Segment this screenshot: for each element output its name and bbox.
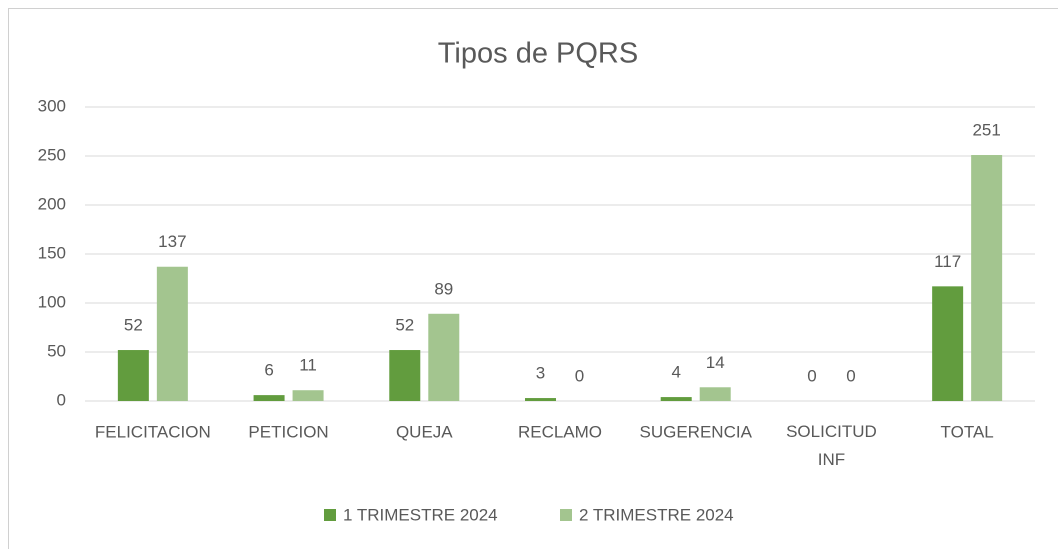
data-label: 251	[972, 121, 1000, 140]
data-label: 0	[807, 366, 816, 385]
bar	[292, 390, 324, 401]
data-label: 4	[671, 363, 680, 382]
x-tick-label: TOTAL	[941, 422, 994, 441]
y-tick-label: 200	[38, 194, 66, 213]
x-tick-label: QUEJA	[396, 422, 453, 441]
bar	[525, 398, 556, 401]
chart-title: Tipos de PQRS	[438, 38, 638, 70]
data-label: 0	[846, 366, 855, 385]
x-tick-label: FELICITACION	[95, 422, 211, 441]
bar	[660, 397, 692, 401]
legend-swatch	[324, 509, 336, 521]
data-label: 0	[575, 366, 584, 385]
bar	[699, 387, 731, 401]
bar	[971, 155, 1003, 401]
bar	[156, 266, 188, 401]
data-label: 52	[395, 316, 414, 335]
data-label: 117	[934, 252, 961, 271]
bar	[253, 395, 285, 401]
bar	[389, 350, 421, 401]
data-label: 52	[124, 316, 143, 335]
legend-label: 1 TRIMESTRE 2024	[343, 505, 498, 524]
data-label: 137	[158, 232, 186, 251]
y-tick-label: 0	[57, 390, 66, 409]
bar	[117, 350, 149, 401]
x-tick-label: SUGERENCIA	[640, 422, 753, 441]
data-label: 3	[536, 364, 545, 383]
y-tick-label: 250	[38, 145, 66, 164]
data-label: 14	[706, 353, 725, 372]
x-tick-label: PETICION	[248, 422, 328, 441]
y-tick-label: 50	[47, 341, 66, 360]
y-tick-label: 150	[38, 243, 66, 262]
x-tick-label: RECLAMO	[518, 422, 602, 441]
legend-label: 2 TRIMESTRE 2024	[579, 505, 734, 524]
legend-swatch	[560, 509, 572, 521]
data-label: 11	[299, 356, 317, 375]
bar	[428, 313, 460, 401]
x-tick-label: SOLICITUD INF	[786, 422, 877, 469]
data-label: 89	[434, 279, 453, 298]
y-tick-label: 100	[38, 292, 66, 311]
data-label: 6	[264, 361, 273, 380]
y-tick-label: 300	[38, 96, 66, 115]
bar	[932, 286, 964, 401]
